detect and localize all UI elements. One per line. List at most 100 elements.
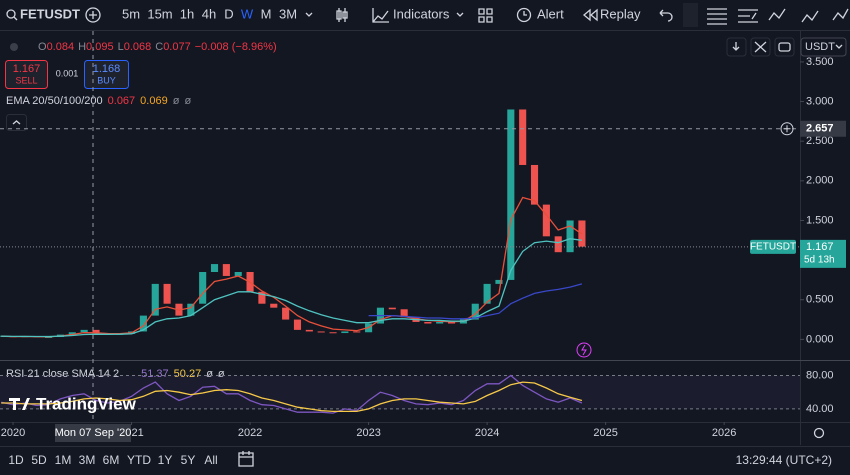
candle bbox=[542, 204, 550, 237]
add-alert-button[interactable] bbox=[780, 122, 794, 136]
sell-price[interactable]: 1.167 bbox=[13, 63, 41, 75]
date-range-button[interactable] bbox=[238, 451, 254, 467]
compare-button[interactable] bbox=[768, 8, 786, 21]
legend-item: C bbox=[155, 41, 163, 53]
buy-button[interactable] bbox=[84, 60, 129, 89]
legend-item: 0.084 bbox=[47, 41, 75, 53]
candle bbox=[187, 303, 195, 316]
search-icon[interactable] bbox=[6, 9, 16, 19]
range-button[interactable]: 1D bbox=[8, 453, 24, 467]
interval-button[interactable]: W bbox=[241, 6, 254, 21]
legend-item: 0.067 bbox=[108, 95, 136, 107]
candle bbox=[210, 264, 219, 273]
fullscreen-icon bbox=[778, 42, 791, 52]
add-symbol-button[interactable] bbox=[85, 7, 101, 23]
rsi-line bbox=[1, 374, 583, 414]
interval-dropdown[interactable] bbox=[305, 12, 313, 17]
y-tick-label: 1.500 bbox=[806, 214, 834, 226]
candle bbox=[329, 332, 337, 334]
range-button[interactable]: 5D bbox=[31, 453, 47, 467]
replay-icon[interactable] bbox=[582, 8, 598, 22]
candle bbox=[80, 329, 88, 333]
legend-item: O bbox=[38, 41, 47, 53]
interval-button[interactable]: 5m bbox=[122, 6, 140, 21]
candle bbox=[163, 283, 171, 304]
fullscreen-button[interactable] bbox=[774, 37, 795, 57]
candle bbox=[151, 283, 159, 316]
y-tick-label: 0.500 bbox=[806, 294, 834, 306]
buy-price[interactable]: 1.168 bbox=[93, 63, 121, 75]
tools-button[interactable] bbox=[801, 8, 849, 23]
price-tag bbox=[800, 239, 846, 268]
collapse-button[interactable] bbox=[6, 114, 27, 131]
range-button[interactable]: 5Y bbox=[181, 453, 196, 467]
ema-line bbox=[1, 196, 583, 338]
range-button[interactable]: 3M bbox=[79, 453, 96, 467]
indicators-dropdown[interactable] bbox=[456, 12, 464, 17]
events-icon[interactable] bbox=[576, 342, 592, 358]
maximize-button[interactable] bbox=[750, 37, 771, 57]
y-tick-label: 2.500 bbox=[806, 135, 834, 147]
legend-item: 0.095 bbox=[86, 41, 114, 53]
candle bbox=[92, 329, 100, 334]
sell-label[interactable]: SELL bbox=[15, 75, 37, 85]
layouts-button[interactable] bbox=[478, 8, 493, 23]
legend-item: −0.008 (−8.96%) bbox=[195, 41, 277, 53]
symbol-tag-label: FETUSDT bbox=[750, 242, 796, 253]
x-tick-label: 2026 bbox=[712, 427, 736, 439]
down-icon bbox=[732, 42, 740, 51]
range-button[interactable]: All bbox=[204, 453, 217, 467]
interval-button[interactable]: 4h bbox=[202, 6, 216, 21]
search-icon bbox=[13, 16, 18, 21]
interval-button[interactable]: 3M bbox=[279, 6, 297, 21]
settings-button[interactable] bbox=[813, 427, 825, 439]
candle bbox=[436, 321, 444, 324]
menu-button[interactable] bbox=[707, 8, 727, 25]
scroll-button[interactable] bbox=[726, 37, 747, 57]
legend-item: 0.069 bbox=[140, 95, 168, 107]
candle bbox=[471, 303, 479, 320]
maximize-icon bbox=[754, 41, 767, 53]
alert-button[interactable]: Alert bbox=[537, 6, 564, 21]
replay-button[interactable]: Replay bbox=[600, 6, 641, 21]
x-tick-label: 2022 bbox=[238, 427, 262, 439]
legend-item: 0.068 bbox=[124, 41, 152, 53]
drawing-button[interactable] bbox=[738, 9, 758, 23]
range-button[interactable]: 6M bbox=[103, 453, 120, 467]
bottom-bar: 1D 5D 1M 3M 6M YTD 1Y 5Y All bbox=[8, 453, 217, 467]
interval-button[interactable]: D bbox=[224, 6, 233, 21]
range-button[interactable]: 1M bbox=[55, 453, 72, 467]
indicators-icon[interactable] bbox=[372, 8, 389, 23]
y-tick-label: 0.000 bbox=[806, 333, 834, 345]
currency-button[interactable] bbox=[800, 37, 847, 57]
alert-icon[interactable] bbox=[516, 7, 532, 23]
candle bbox=[293, 319, 302, 330]
range-button[interactable]: 1Y bbox=[158, 453, 173, 467]
sell-button[interactable] bbox=[5, 60, 48, 89]
candle bbox=[305, 329, 313, 332]
interval-button[interactable]: 1h bbox=[180, 6, 194, 21]
legend-item: ø bbox=[206, 368, 213, 380]
legend-item: 0.077 bbox=[163, 41, 191, 53]
candle bbox=[424, 321, 432, 324]
candle bbox=[530, 164, 539, 205]
buy-label[interactable]: BUY bbox=[97, 75, 116, 85]
chart-type-button[interactable] bbox=[336, 8, 348, 22]
candle bbox=[495, 279, 503, 284]
range-button[interactable]: YTD bbox=[127, 453, 151, 467]
candle bbox=[68, 332, 76, 335]
redo-button[interactable] bbox=[683, 3, 698, 27]
symbol[interactable]: FETUSDT bbox=[20, 6, 80, 21]
interval-button[interactable]: M bbox=[261, 6, 272, 21]
x-tick-label: 2024 bbox=[475, 427, 499, 439]
currency[interactable]: USDT bbox=[805, 41, 835, 53]
indicators-button[interactable]: Indicators bbox=[393, 6, 450, 21]
spread: 0.001 bbox=[56, 68, 79, 78]
interval-button[interactable]: 15m bbox=[147, 6, 172, 21]
undo-button[interactable] bbox=[659, 9, 673, 22]
legend-row: RSI 21 close SMA 14 2 51.37 50.27 ø ø bbox=[6, 368, 225, 380]
candle bbox=[448, 321, 456, 324]
